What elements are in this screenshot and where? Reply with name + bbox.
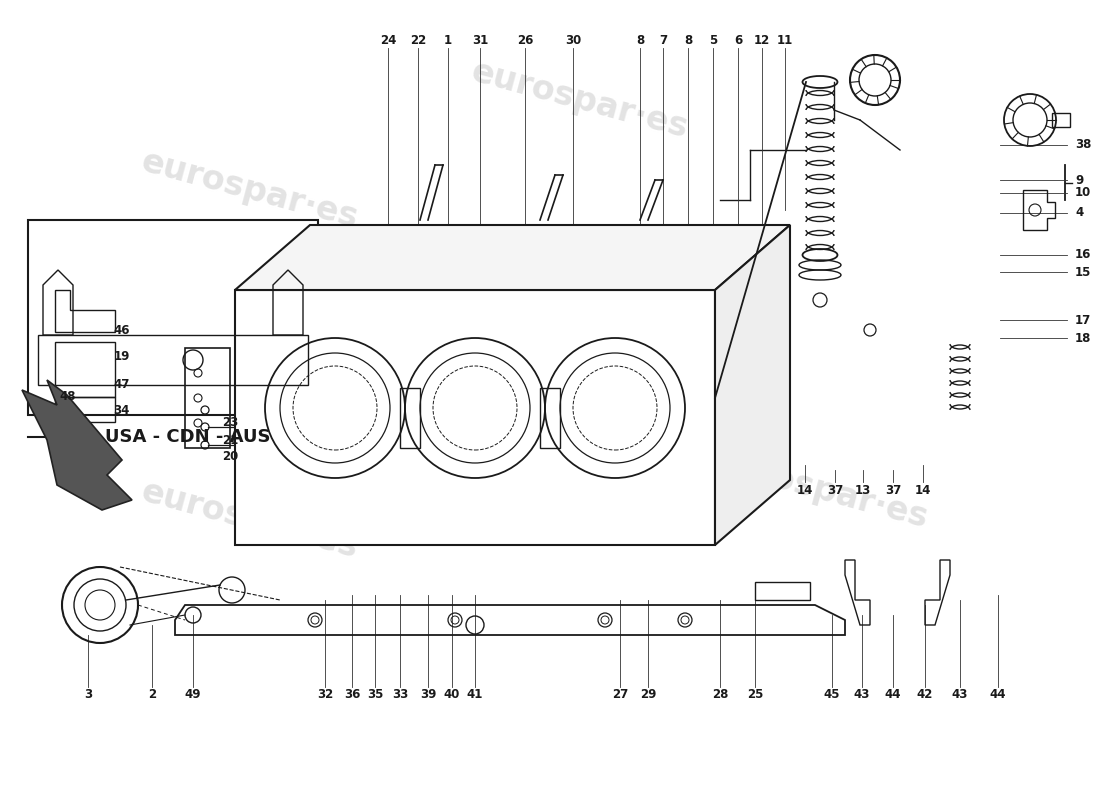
Text: 35: 35 bbox=[366, 689, 383, 702]
Text: 23: 23 bbox=[222, 415, 238, 429]
Text: 18: 18 bbox=[1075, 331, 1091, 345]
Text: 4: 4 bbox=[1075, 206, 1084, 219]
Polygon shape bbox=[715, 225, 790, 545]
Text: eurospar·es: eurospar·es bbox=[138, 475, 362, 565]
Text: 44: 44 bbox=[990, 689, 1006, 702]
Bar bbox=[55, 397, 116, 422]
Polygon shape bbox=[235, 225, 790, 290]
Text: 24: 24 bbox=[379, 34, 396, 46]
Text: 8: 8 bbox=[684, 34, 692, 46]
Text: 15: 15 bbox=[1075, 266, 1091, 278]
Text: 19: 19 bbox=[113, 350, 130, 363]
Text: 22: 22 bbox=[410, 34, 426, 46]
Text: eurospar·es: eurospar·es bbox=[138, 145, 362, 235]
Bar bbox=[1052, 113, 1070, 127]
Text: eurospar·es: eurospar·es bbox=[468, 55, 692, 145]
Text: 26: 26 bbox=[517, 34, 534, 46]
Text: 9: 9 bbox=[1075, 174, 1084, 186]
Text: 34: 34 bbox=[113, 403, 130, 417]
Bar bbox=[755, 582, 810, 600]
Text: 30: 30 bbox=[565, 34, 581, 46]
Text: 5: 5 bbox=[708, 34, 717, 46]
Polygon shape bbox=[22, 380, 132, 510]
Text: 10: 10 bbox=[1075, 186, 1091, 199]
Text: 39: 39 bbox=[420, 689, 437, 702]
Text: 49: 49 bbox=[185, 689, 201, 702]
Bar bbox=[28, 220, 318, 415]
Text: 14: 14 bbox=[796, 483, 813, 497]
Text: 43: 43 bbox=[854, 689, 870, 702]
Text: 16: 16 bbox=[1075, 249, 1091, 262]
Text: 7: 7 bbox=[659, 34, 667, 46]
Text: eurospar·es: eurospar·es bbox=[468, 265, 692, 355]
Text: 12: 12 bbox=[754, 34, 770, 46]
Text: 25: 25 bbox=[747, 689, 763, 702]
Text: USA - CDN - AUS: USA - CDN - AUS bbox=[106, 428, 271, 446]
Text: 37: 37 bbox=[884, 483, 901, 497]
Text: 46: 46 bbox=[113, 323, 130, 337]
Text: 29: 29 bbox=[640, 689, 657, 702]
Text: 44: 44 bbox=[884, 689, 901, 702]
Text: 32: 32 bbox=[317, 689, 333, 702]
Text: 40: 40 bbox=[443, 689, 460, 702]
Text: 37: 37 bbox=[827, 483, 843, 497]
Polygon shape bbox=[235, 290, 715, 545]
Text: 33: 33 bbox=[392, 689, 408, 702]
Text: 27: 27 bbox=[612, 689, 628, 702]
Text: 42: 42 bbox=[916, 689, 933, 702]
Text: 2: 2 bbox=[147, 689, 156, 702]
Text: 41: 41 bbox=[466, 689, 483, 702]
Text: 13: 13 bbox=[855, 483, 871, 497]
Text: 20: 20 bbox=[222, 450, 238, 462]
Text: 8: 8 bbox=[636, 34, 645, 46]
Text: 36: 36 bbox=[344, 689, 360, 702]
Text: 21: 21 bbox=[222, 434, 238, 446]
Text: 3: 3 bbox=[84, 689, 92, 702]
Text: 31: 31 bbox=[472, 34, 488, 46]
Text: 38: 38 bbox=[1075, 138, 1091, 151]
Text: 11: 11 bbox=[777, 34, 793, 46]
Text: eurospar·es: eurospar·es bbox=[707, 445, 932, 535]
Text: 6: 6 bbox=[734, 34, 742, 46]
Text: 47: 47 bbox=[113, 378, 130, 390]
Text: 28: 28 bbox=[712, 689, 728, 702]
Text: 45: 45 bbox=[824, 689, 840, 702]
Text: 17: 17 bbox=[1075, 314, 1091, 326]
Text: 43: 43 bbox=[952, 689, 968, 702]
Text: 1: 1 bbox=[444, 34, 452, 46]
Text: 14: 14 bbox=[915, 483, 932, 497]
Bar bbox=[55, 342, 116, 397]
Text: 48: 48 bbox=[59, 390, 76, 403]
